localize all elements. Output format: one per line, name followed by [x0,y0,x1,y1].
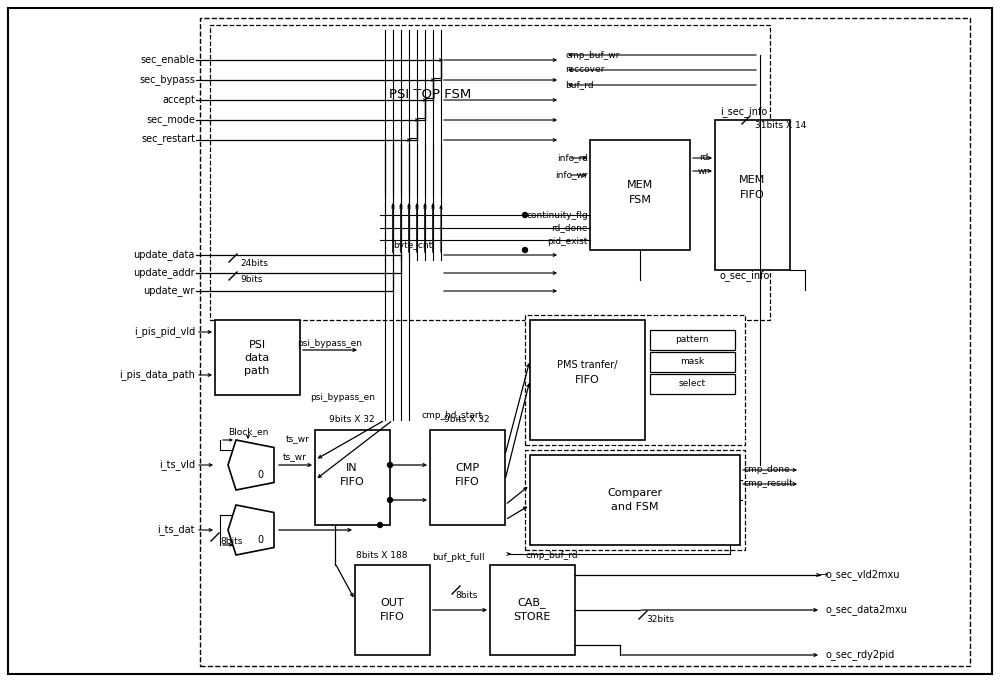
Bar [210,25,770,320]
Text: i_sec_info: i_sec_info [720,106,767,117]
Text: Block_en: Block_en [228,428,268,436]
Text: ts_wr: ts_wr [283,454,307,462]
Text: MEM: MEM [739,175,765,185]
Circle shape [522,248,528,252]
Bar [315,430,390,525]
Text: 8bits X 188: 8bits X 188 [356,550,408,559]
Text: 8bits: 8bits [220,537,242,546]
Text: MEM: MEM [627,180,653,190]
Text: Comparer: Comparer [607,488,663,498]
Text: PSI: PSI [248,340,266,350]
Bar [215,320,300,395]
Text: pattern: pattern [675,336,709,344]
Text: cmp_result: cmp_result [743,479,793,488]
Text: psi_bypass_en: psi_bypass_en [310,394,375,402]
Bar [430,430,505,525]
Bar [650,374,735,394]
Text: CAB_: CAB_ [518,597,546,608]
Text: path: path [244,366,270,376]
Text: accept: accept [162,95,195,105]
Text: o_sec_vld2mxu: o_sec_vld2mxu [825,569,900,580]
Text: pid_exist: pid_exist [548,237,588,246]
Text: 9bits: 9bits [240,276,262,284]
Text: info_rd: info_rd [557,153,588,162]
Text: OUT: OUT [380,598,404,608]
Text: wr: wr [698,166,709,175]
Text: 24bits: 24bits [240,258,268,267]
Text: i_ts_dat: i_ts_dat [158,524,195,535]
Text: 8bits: 8bits [456,591,478,599]
Text: STORE: STORE [513,612,551,622]
Bar [650,330,735,350]
Text: 0: 0 [257,535,263,545]
Bar [525,450,745,550]
Text: CMP: CMP [455,463,479,473]
Text: buf_rd: buf_rd [565,80,594,89]
Text: update_addr: update_addr [133,267,195,278]
Text: FIFO: FIFO [340,477,364,487]
Text: sec_enable: sec_enable [140,55,195,65]
Text: PSI TOP FSM: PSI TOP FSM [389,89,471,102]
Bar [200,18,970,666]
Bar [530,455,740,545]
Text: buf_pkt_full: buf_pkt_full [432,552,485,561]
Text: byte_cnt: byte_cnt [393,241,432,250]
Circle shape [388,462,392,467]
Text: rd_done: rd_done [552,224,588,233]
Text: data: data [244,353,270,363]
Bar [715,120,790,270]
Polygon shape [228,505,274,555]
Text: 9bits X 32: 9bits X 32 [329,415,375,424]
Text: mask: mask [680,357,704,366]
Text: FIFO: FIFO [740,190,764,200]
Text: FIFO: FIFO [455,477,479,487]
Text: i_pis_data_path: i_pis_data_path [119,370,195,381]
Text: →: → [820,570,828,580]
Bar [650,352,735,372]
Text: sec_restart: sec_restart [141,135,195,145]
Text: o_sec_data2mxu: o_sec_data2mxu [825,604,907,615]
Text: and FSM: and FSM [611,502,659,512]
Text: PMS tranfer/: PMS tranfer/ [557,360,617,370]
Bar [525,315,745,445]
Polygon shape [228,440,274,490]
Bar [590,140,690,250]
Circle shape [522,213,528,218]
Bar [530,320,645,440]
Text: sec_bypass: sec_bypass [139,74,195,85]
Bar [490,565,575,655]
Text: 31bits X 14: 31bits X 14 [755,121,806,130]
Text: ts_wr: ts_wr [286,436,310,445]
Text: info_wr: info_wr [555,170,588,179]
Text: o_sec_info: o_sec_info [720,271,770,282]
Bar [355,565,430,655]
Text: cmp_hd_start: cmp_hd_start [422,411,483,419]
Text: FSM: FSM [629,195,651,205]
Text: cmp_buf_rd: cmp_buf_rd [525,550,578,559]
Circle shape [388,497,392,503]
Text: i_ts_vld: i_ts_vld [159,460,195,471]
Text: FIFO: FIFO [575,375,599,385]
Text: 32bits: 32bits [646,615,674,625]
Circle shape [378,522,382,527]
Text: sec_mode: sec_mode [146,115,195,125]
Text: rd: rd [700,153,709,162]
Text: IN: IN [346,463,358,473]
Text: 9bits X 32: 9bits X 32 [444,415,490,424]
Text: continuity_flg: continuity_flg [526,211,588,220]
Text: update_wr: update_wr [144,286,195,297]
Text: FIFO: FIFO [380,612,404,622]
Text: update_data: update_data [134,250,195,261]
Text: 0: 0 [257,470,263,480]
Text: select: select [678,379,706,389]
Text: reccover: reccover [565,65,604,74]
Text: cmp_buf_wr: cmp_buf_wr [565,50,619,59]
Text: o_sec_rdy2pid: o_sec_rdy2pid [825,649,894,660]
Text: i_pis_pid_vld: i_pis_pid_vld [134,327,195,338]
Text: psi_bypass_en: psi_bypass_en [298,338,362,348]
Text: cmp_done: cmp_done [743,466,790,475]
